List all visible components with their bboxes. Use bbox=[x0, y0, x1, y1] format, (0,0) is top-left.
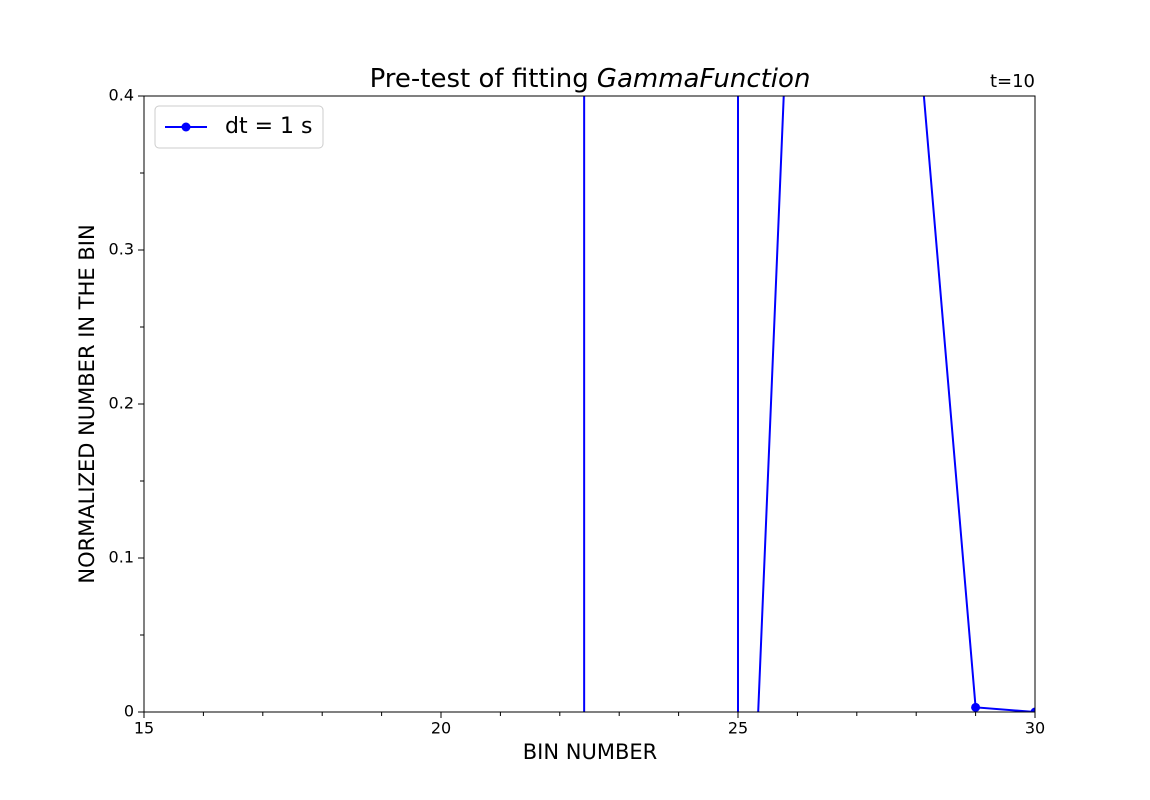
x-tick-label: 20 bbox=[431, 719, 451, 738]
y-axis-label: NORMALIZED NUMBER IN THE BIN bbox=[75, 224, 99, 583]
data-line bbox=[583, 96, 1035, 712]
y-tick-label: 0.3 bbox=[109, 240, 134, 259]
title-emphasis: GammaFunction bbox=[597, 64, 811, 94]
x-axis-label: BIN NUMBER bbox=[523, 740, 657, 764]
data-point bbox=[971, 702, 981, 712]
x-tick-label: 25 bbox=[728, 719, 748, 738]
y-tick-label: 0 bbox=[124, 702, 134, 721]
y-tick-label: 0.1 bbox=[109, 548, 134, 567]
legend-box bbox=[154, 105, 324, 149]
legend-marker bbox=[181, 122, 191, 132]
x-tick-label: 30 bbox=[1025, 719, 1045, 738]
y-tick-label: 0.4 bbox=[109, 86, 134, 105]
legend-label: dt = 1 s bbox=[225, 114, 312, 139]
chart-title: Pre-test of fitting GammaFunction bbox=[370, 64, 811, 94]
y-tick-label: 0.2 bbox=[109, 394, 134, 413]
plot-area bbox=[583, 96, 1035, 712]
x-tick-label: 15 bbox=[134, 719, 154, 738]
corner-label: t=10 bbox=[990, 71, 1035, 92]
data-point bbox=[1030, 707, 1035, 712]
title-text: Pre-test of fitting bbox=[370, 64, 589, 94]
